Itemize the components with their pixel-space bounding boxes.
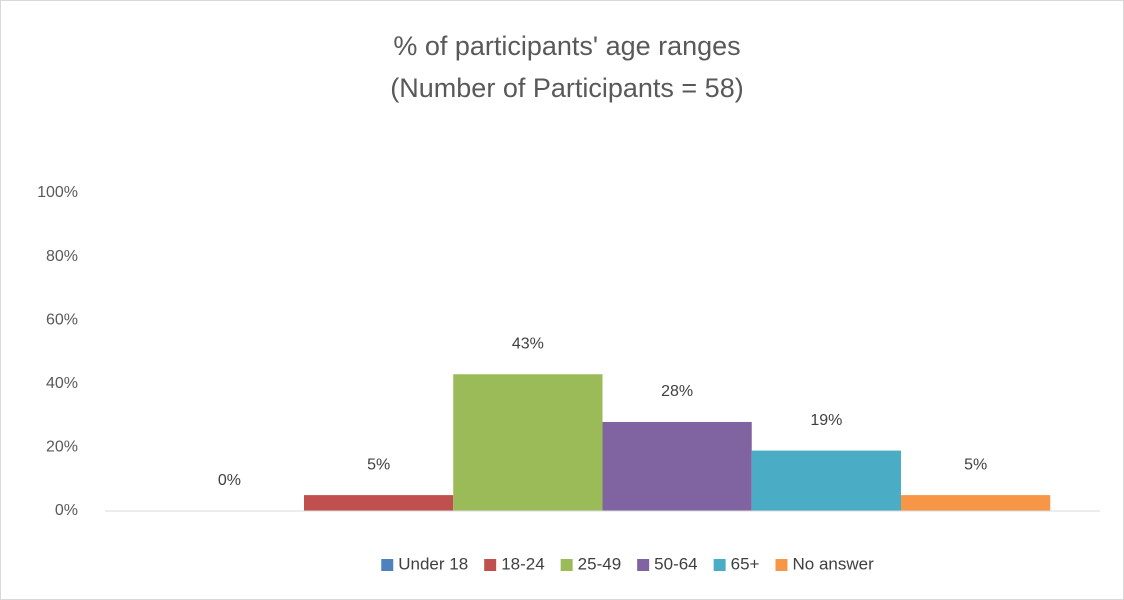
legend-label: 25-49 (578, 554, 621, 573)
legend-swatch (637, 559, 650, 571)
data-label: 43% (512, 335, 544, 352)
chart-title: % of participants' age ranges (393, 31, 740, 61)
legend-label: 18-24 (501, 554, 544, 573)
bar (751, 450, 901, 511)
legend-label: Under 18 (398, 554, 468, 573)
legend-swatch (381, 559, 394, 571)
y-tick-label: 0% (55, 502, 78, 519)
legend-label: 50-64 (654, 554, 697, 573)
y-tick-label: 80% (46, 248, 78, 265)
data-label: 5% (367, 456, 390, 473)
bar (901, 495, 1051, 511)
legend-swatch (713, 559, 726, 571)
legend-swatch (560, 559, 573, 571)
data-label: 19% (810, 412, 842, 429)
legend-label: No answer (792, 554, 874, 573)
y-tick-label: 40% (46, 375, 78, 392)
data-label: 5% (964, 456, 987, 473)
bar (602, 421, 752, 511)
legend-label: 65+ (731, 554, 760, 573)
data-label: 0% (218, 472, 241, 489)
data-label: 28% (661, 383, 693, 400)
chart-subtitle: (Number of Participants = 58) (390, 73, 743, 103)
legend-swatch (775, 559, 788, 571)
legend-swatch (484, 559, 497, 571)
y-tick-label: 60% (46, 311, 78, 328)
bar (304, 495, 454, 511)
y-tick-label: 20% (46, 439, 78, 456)
bar (453, 374, 603, 511)
y-tick-label: 100% (37, 184, 78, 201)
